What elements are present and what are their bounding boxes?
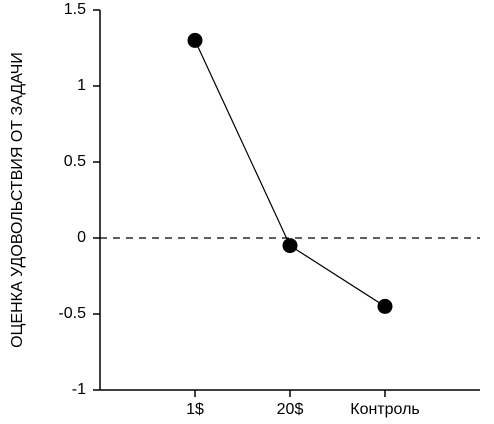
data-line bbox=[194, 40, 386, 307]
y-tick-label: 1 bbox=[77, 77, 86, 94]
data-point bbox=[187, 32, 203, 48]
data-point bbox=[377, 298, 393, 314]
y-tick-label: -1 bbox=[72, 381, 86, 398]
y-tick-label: -0.5 bbox=[58, 305, 86, 322]
y-tick-label: 0 bbox=[77, 229, 86, 246]
data-point bbox=[282, 238, 298, 254]
y-tick-label: 1.5 bbox=[64, 1, 86, 18]
x-tick-label: 1$ bbox=[186, 401, 204, 418]
x-tick-label: Контроль bbox=[350, 401, 420, 418]
y-axis-label: ОЦЕНКА УДОВОЛЬСТВИЯ ОТ ЗАДАЧИ bbox=[9, 52, 26, 348]
y-tick-label: 0.5 bbox=[64, 153, 86, 170]
x-tick-label: 20$ bbox=[277, 401, 304, 418]
